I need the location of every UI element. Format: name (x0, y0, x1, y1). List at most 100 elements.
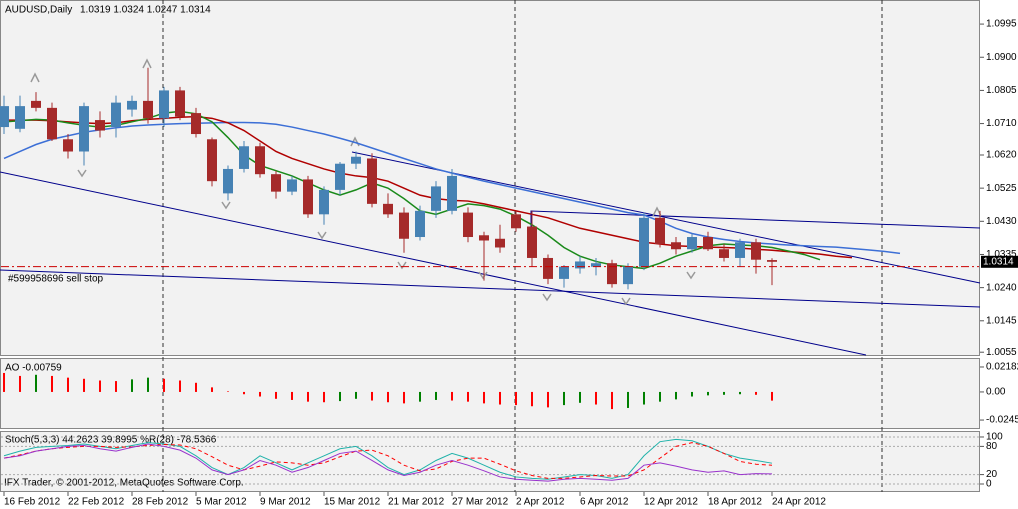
y-tick-label: 0.02182 (986, 362, 1018, 373)
x-tick-label: 22 Feb 2012 (68, 497, 125, 508)
ao-bar (19, 375, 21, 392)
ao-bar (307, 391, 309, 402)
x-tick-label: 2 Apr 2012 (516, 497, 565, 508)
x-tick-label: 5 Mar 2012 (196, 497, 247, 508)
candle-body (287, 179, 297, 192)
candle-body (271, 174, 281, 192)
ao-bar (563, 391, 565, 406)
x-tick-label: 6 Apr 2012 (580, 497, 629, 508)
ao-bar (99, 380, 101, 392)
chart-title: AUDUSD,Daily (5, 5, 72, 16)
stoch-title: Stoch(5,3,3) 44.2623 39.8995 %R(28) -78.… (5, 435, 217, 446)
ao-bar (595, 391, 597, 405)
candle-body (191, 113, 201, 135)
candle-body (47, 107, 57, 140)
ao-bar (387, 391, 389, 403)
ao-bar (195, 382, 197, 392)
candle-body (463, 212, 473, 238)
candle-body (543, 257, 553, 279)
candle-body (239, 146, 249, 169)
ao-bar (403, 391, 405, 404)
candle-body (367, 158, 377, 204)
candle-body (575, 261, 585, 269)
ao-bar (435, 391, 437, 400)
candle-body (639, 217, 649, 267)
candle-body (399, 212, 409, 239)
candle-body (127, 100, 137, 110)
ao-bar (499, 391, 501, 405)
y-tick-label: 1.0145 (986, 315, 1017, 326)
candle-body (383, 203, 393, 215)
y-tick-label: 1.0430 (986, 216, 1017, 227)
ao-bar (163, 378, 165, 392)
x-tick-label: 27 Mar 2012 (452, 497, 509, 508)
indicator-line (3, 443, 773, 482)
ao-bar (771, 391, 773, 401)
ao-bar (643, 391, 645, 405)
y-tick-label: 100 (986, 432, 1003, 443)
candle-body (623, 266, 633, 285)
ao-bar (691, 391, 693, 397)
x-tick-label: 15 Mar 2012 (324, 497, 381, 508)
candle-body (79, 106, 89, 152)
candle-body (559, 266, 569, 279)
candle-body (335, 163, 345, 190)
candle-body (175, 90, 185, 117)
candle-body (143, 100, 153, 119)
ao-bar (67, 377, 69, 392)
y-tick-label: 1.0710 (986, 118, 1017, 129)
ao-bar (323, 391, 325, 403)
y-tick-label: 1.0620 (986, 150, 1017, 161)
ao-bar (35, 374, 37, 392)
candle-body (207, 139, 217, 182)
ao-bar (259, 391, 261, 397)
period-separators (162, 0, 883, 492)
ohlc-readout: 1.0319 1.0324 1.0247 1.0314 (80, 5, 211, 16)
candle-body (255, 146, 265, 175)
candle-body (671, 242, 681, 250)
ao-bar (211, 387, 213, 392)
y-tick-label: 80 (986, 441, 998, 452)
x-tick-label: 16 Feb 2012 (4, 497, 61, 508)
x-tick-label: 12 Apr 2012 (644, 497, 698, 508)
ao-bar (579, 391, 581, 403)
ao-bar (547, 391, 549, 408)
ao-bar (707, 391, 709, 396)
ao-bar (179, 380, 181, 392)
x-tick-label: 9 Mar 2012 (260, 497, 311, 508)
ao-bar (531, 391, 533, 407)
ao-bar (371, 391, 373, 401)
ao-bar (51, 375, 53, 392)
x-tick-label: 24 Apr 2012 (772, 497, 826, 508)
candle-body (591, 263, 601, 267)
candle-body (0, 106, 9, 128)
ao-bar (739, 391, 741, 395)
order-label: #599958696 sell stop (8, 273, 104, 284)
ao-bar (339, 391, 341, 402)
stoch-panel (0, 431, 980, 492)
candle-body (719, 249, 729, 258)
x-tick-label: 18 Apr 2012 (708, 497, 762, 508)
y-tick-label: 1.0525 (986, 183, 1017, 194)
candle-body (495, 238, 505, 248)
y-tick-label: 0 (986, 479, 992, 490)
ao-bar (83, 378, 85, 392)
x-tick-label: 21 Mar 2012 (388, 497, 445, 508)
candle-body (319, 189, 329, 215)
candle-body (655, 217, 665, 244)
ao-bar (227, 391, 229, 392)
ao-bar (675, 391, 677, 400)
ao-bar (755, 391, 757, 395)
ao-bar (275, 391, 277, 399)
ao-bar (515, 391, 517, 406)
candle-body (159, 90, 169, 119)
y-tick-label: -0.02457 (986, 415, 1018, 426)
candle-body (607, 263, 617, 285)
ao-bar (483, 391, 485, 404)
y-tick-label: 1.0995 (986, 19, 1017, 30)
candle-body (687, 237, 697, 250)
candle-body (223, 168, 233, 194)
price-label-box (981, 255, 1018, 268)
candle-body (95, 120, 105, 131)
ao-bar (611, 391, 613, 410)
